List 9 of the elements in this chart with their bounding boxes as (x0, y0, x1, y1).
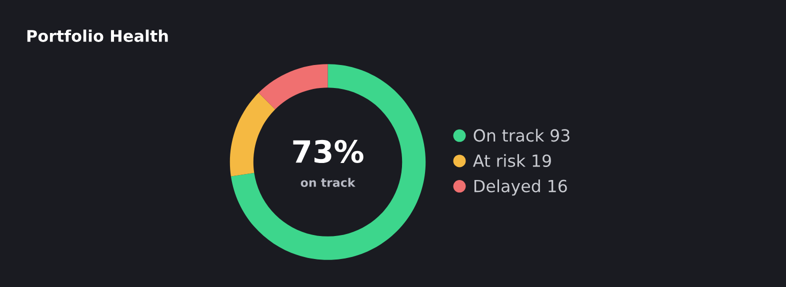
donut-slice (258, 64, 328, 110)
legend-label: Delayed 16 (474, 179, 567, 196)
legend-label: At risk 19 (472, 154, 551, 168)
donut-slice (230, 92, 276, 176)
donut-slice (230, 64, 426, 260)
text: Portfolio Health (27, 30, 168, 42)
text: 73% (293, 140, 364, 164)
legend-label: On track 93 (474, 128, 570, 142)
text: on track (300, 178, 356, 187)
